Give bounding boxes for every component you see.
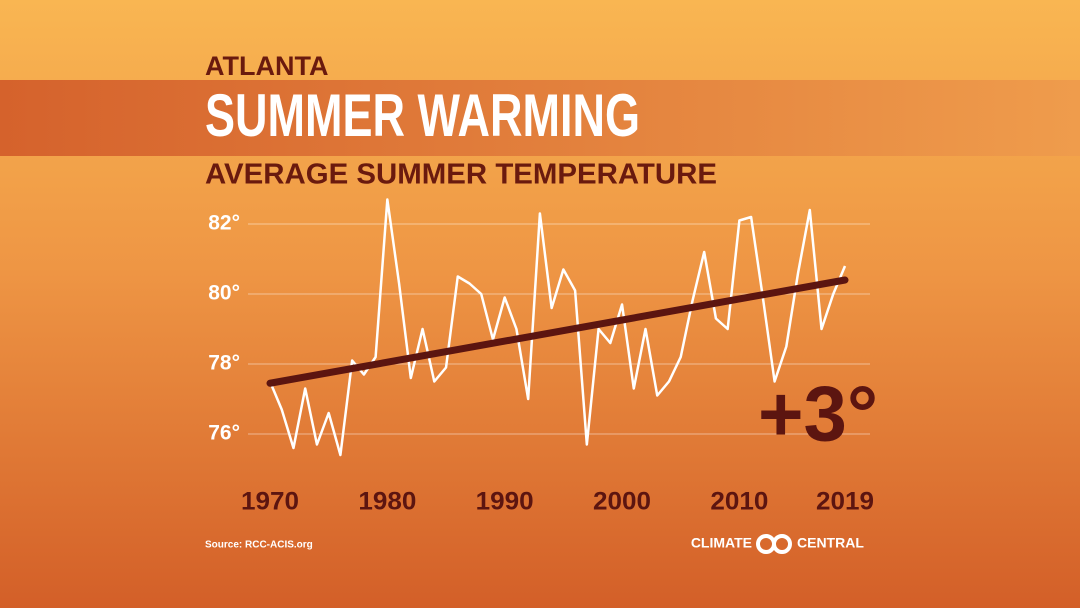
data-line — [268, 198, 847, 457]
y-tick-label: 78° — [208, 352, 240, 375]
x-tick-label: 2010 — [710, 488, 768, 516]
y-tick-label: 82° — [208, 212, 240, 235]
kicker: ATLANTA — [205, 51, 328, 81]
logo-ring — [772, 534, 792, 554]
source: Source: RCC-ACIS.org — [205, 540, 313, 551]
subtitle: AVERAGE SUMMER TEMPERATURE — [205, 159, 717, 191]
logo-text: CENTRAL — [797, 535, 864, 551]
x-tick-label: 1990 — [476, 488, 534, 516]
y-tick-label: 80° — [208, 282, 240, 305]
title-band — [0, 80, 1080, 156]
x-tick-label: 1980 — [358, 488, 416, 516]
x-tick-label: 1970 — [241, 488, 299, 516]
y-tick-label: 76° — [208, 422, 240, 445]
trend-line — [266, 276, 849, 387]
chart-title: SUMMER WARMING — [205, 82, 640, 149]
x-tick-label: 2000 — [593, 488, 651, 516]
logo-text: CLIMATE — [691, 535, 752, 551]
annotation: +3° — [758, 370, 878, 458]
logo: CLIMATE CENTRAL — [691, 534, 864, 554]
x-tick-label: 2019 — [816, 488, 874, 516]
